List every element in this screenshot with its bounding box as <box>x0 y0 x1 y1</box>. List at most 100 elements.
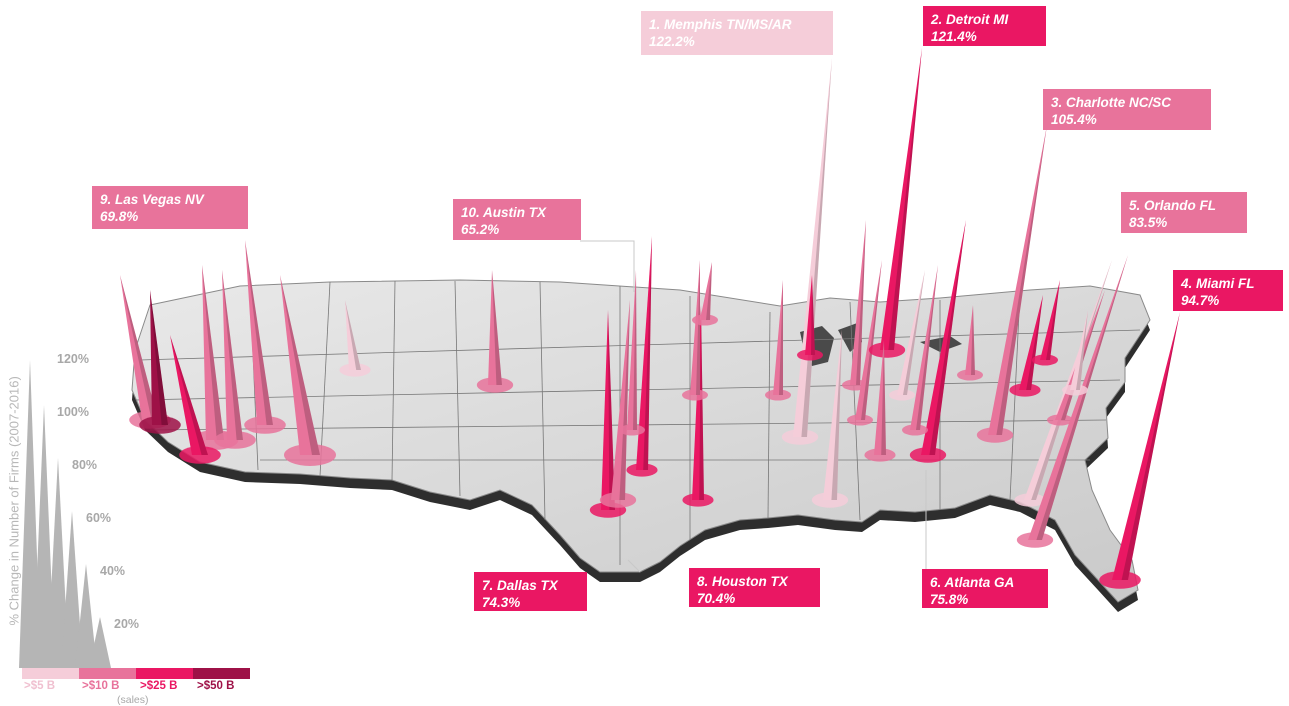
metro-spike-shade <box>699 305 704 500</box>
axis-spike <box>19 360 41 668</box>
callout-houston: 8. Houston TX 70.4% <box>689 568 820 607</box>
great-lakes <box>800 322 962 366</box>
metro-spike-shade <box>811 275 815 355</box>
callout-dallas: 7. Dallas TX 74.3% <box>474 572 587 611</box>
metro-spike-shade <box>492 270 502 385</box>
callout-atlanta: 6. Atlanta GA 75.8% <box>922 569 1048 608</box>
metro-spike <box>1040 280 1060 360</box>
metro-spike-shade <box>706 262 712 320</box>
metro-spike-shade <box>996 125 1047 435</box>
metro-spikes <box>120 48 1180 589</box>
metro-spike <box>855 260 882 420</box>
metro-spike-shade <box>120 275 158 420</box>
metro-spike-shade <box>245 240 273 425</box>
axis-spike <box>33 405 55 668</box>
metro-spike-shade <box>903 270 925 395</box>
metro-spike <box>692 305 704 500</box>
y-tick: 80% <box>72 458 98 472</box>
metro-spike <box>1028 255 1128 540</box>
metro-spike-shade <box>1026 295 1043 390</box>
metro-spike <box>910 265 938 430</box>
metro-spike-shade <box>170 335 208 455</box>
metro-spike-shade <box>633 270 637 430</box>
metro-spike <box>773 280 783 395</box>
metro-spike <box>245 240 273 425</box>
callout-percent: 83.5% <box>1129 215 1168 230</box>
metro-spike-shade <box>1121 312 1180 580</box>
metro-spike-shade <box>280 275 320 455</box>
legend-label: >$10 B <box>82 680 120 692</box>
callout-percent: 105.4% <box>1051 112 1097 127</box>
y-tick: 40% <box>100 564 126 578</box>
metro-spike-shade <box>608 310 615 510</box>
callout-city: 2. Detroit MI <box>931 12 1009 27</box>
metro-spike-shade <box>856 220 866 385</box>
callout-city: 3. Charlotte NC/SC <box>1051 95 1172 110</box>
metro-spike-shade <box>779 280 783 395</box>
metro-spike-shade <box>345 300 361 370</box>
metro-spike-shade <box>150 290 168 425</box>
metro-spike <box>965 305 975 375</box>
metro-spike-shade <box>888 48 922 350</box>
metro-spike <box>488 270 502 385</box>
metro-spike <box>170 335 208 455</box>
metro-spike <box>897 270 925 395</box>
y-axis-label: % Change in Number of Firms (2007-2016) <box>6 376 22 626</box>
metro-spike <box>850 220 866 385</box>
callout-city: 5. Orlando FL <box>1129 198 1217 213</box>
legend-units: (sales) <box>117 694 149 706</box>
callout-percent: 65.2% <box>461 222 500 237</box>
axis-spike <box>89 617 111 668</box>
callout-las-vegas: 9. Las Vegas NV 69.8% <box>92 186 248 229</box>
callout-city: 4. Miami FL <box>1181 276 1255 291</box>
callout-city: 8. Houston TX <box>697 574 788 589</box>
y-tick: 100% <box>57 405 89 419</box>
metro-spike-shade <box>861 260 882 420</box>
metro-spike-shade <box>1046 280 1060 360</box>
metro-spike <box>1019 295 1043 390</box>
metro-spike <box>601 310 615 510</box>
callout-orlando: 5. Orlando FL 83.5% <box>1121 192 1247 233</box>
metro-spike-shade <box>1036 255 1128 540</box>
metro-spike <box>150 290 168 425</box>
metro-spike-shade <box>1076 310 1088 390</box>
metro-spike <box>280 275 320 455</box>
y-tick: 60% <box>86 511 112 525</box>
metro-spike <box>627 270 637 430</box>
axis-spike-scale <box>19 360 111 668</box>
legend-label: >$50 B <box>197 680 235 692</box>
metro-spike <box>874 340 886 455</box>
legend-swatch-10b <box>79 668 136 679</box>
callout-percent: 122.2% <box>649 34 695 49</box>
y-tick: 120% <box>57 352 89 366</box>
metro-spike-shade <box>971 305 975 375</box>
callout-miami: 4. Miami FL 94.7% <box>1173 270 1283 311</box>
callout-memphis: 1. Memphis TN/MS/AR 122.2% <box>641 11 833 55</box>
callout-city: 10. Austin TX <box>461 205 547 220</box>
metro-spike-shade <box>916 265 938 430</box>
legend-swatch-5b <box>22 668 79 679</box>
callout-city: 7. Dallas TX <box>482 578 558 593</box>
callout-city: 6. Atlanta GA <box>930 575 1015 590</box>
metro-spike-shade <box>881 340 886 455</box>
axis-spike <box>47 458 69 668</box>
metro-spike-shade <box>222 270 243 440</box>
metro-spike <box>988 125 1047 435</box>
callout-percent: 121.4% <box>931 29 977 44</box>
metro-spike <box>921 220 966 455</box>
metro-spike <box>700 262 712 320</box>
metro-spike <box>823 330 842 500</box>
metro-spike <box>222 270 243 440</box>
metro-spike <box>793 58 832 437</box>
callout-percent: 75.8% <box>930 592 969 607</box>
axis-spike <box>61 511 83 668</box>
callout-percent: 69.8% <box>100 209 139 224</box>
callout-leaders <box>580 240 927 573</box>
callout-percent: 74.3% <box>482 595 521 610</box>
legend-swatch-50b <box>193 668 250 679</box>
metro-spike <box>1112 312 1180 580</box>
callout-city: 9. Las Vegas NV <box>100 192 204 207</box>
legend-swatch-25b <box>136 668 193 679</box>
metro-spike-shade <box>696 260 700 395</box>
